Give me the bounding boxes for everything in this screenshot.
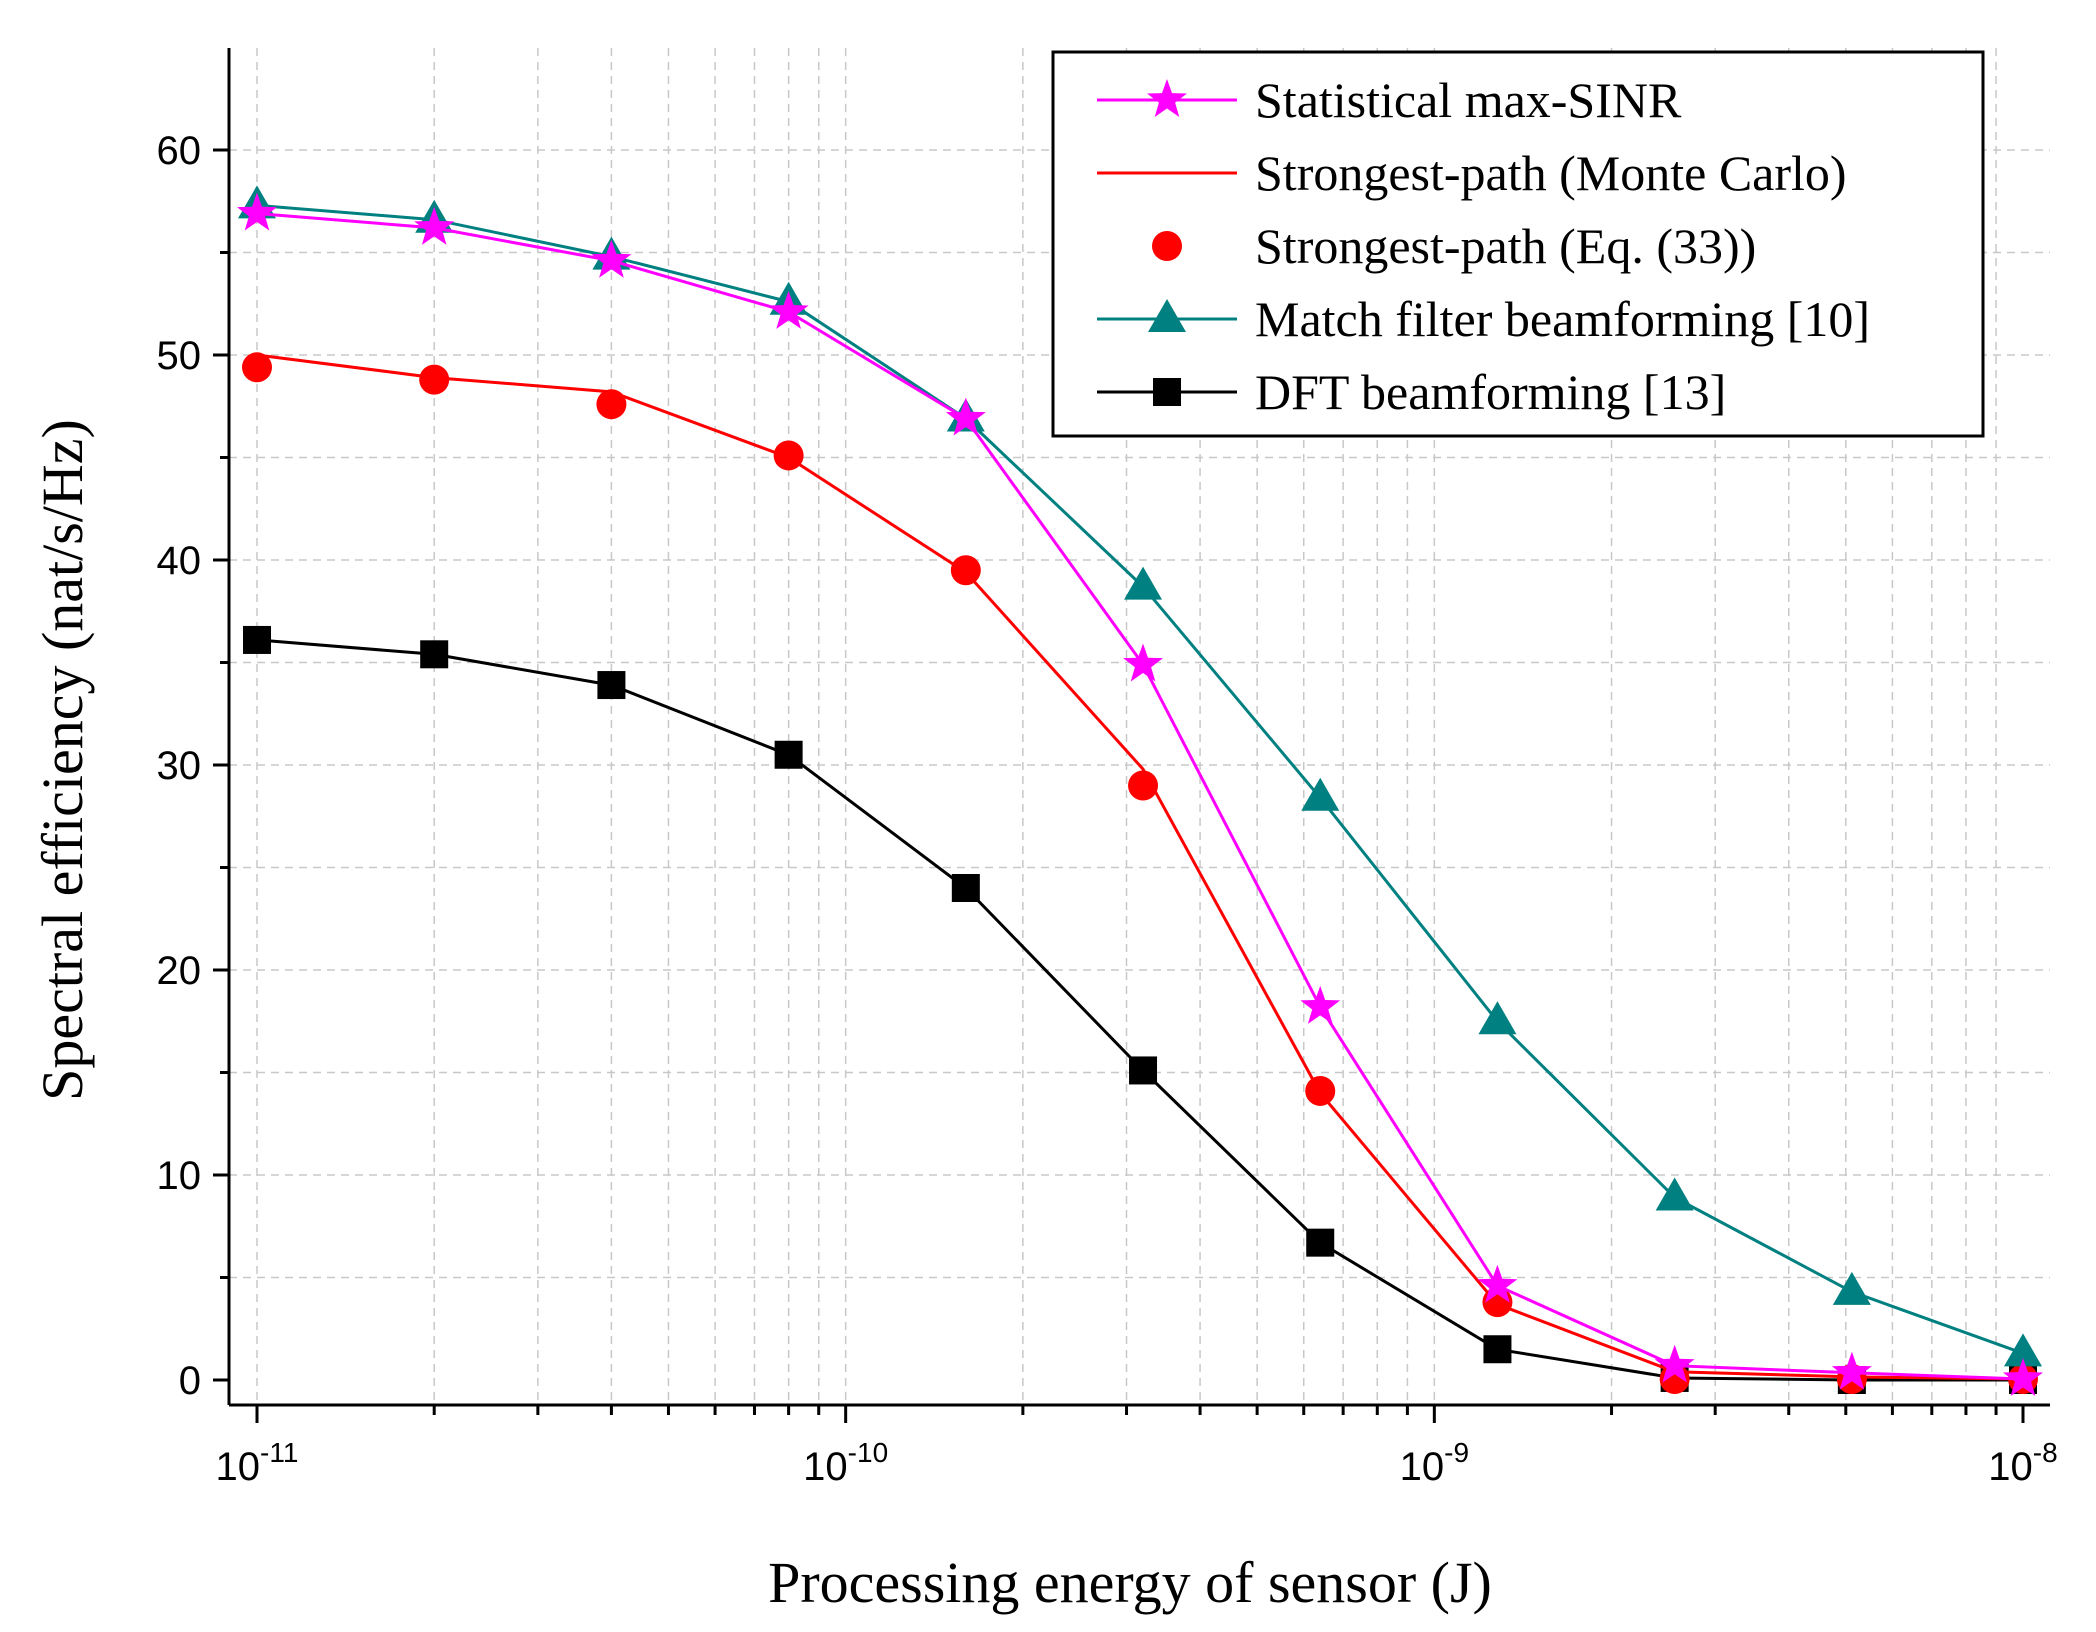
- y-tick-label: 10: [157, 1154, 202, 1198]
- legend-item-statistical-max-sinr: Statistical max-SINR: [1097, 72, 1682, 128]
- data-point: [2004, 1333, 2042, 1367]
- data-point: [950, 555, 981, 586]
- series-line: [256, 353, 2024, 1381]
- series-strongest-path-monte-carlo: [256, 353, 2024, 1381]
- series-layer: [237, 185, 2043, 1396]
- y-tick-label: 60: [157, 129, 202, 173]
- data-point: [1477, 1264, 1518, 1303]
- data-point: [1124, 566, 1163, 600]
- data-point: [773, 440, 804, 471]
- data-point: [2003, 1358, 2043, 1396]
- legend-marker: [1153, 378, 1181, 406]
- data-point: [419, 364, 450, 395]
- data-point: [1301, 777, 1340, 811]
- legend-item-strongest-path-eq-33: Strongest-path (Eq. (33)): [1152, 218, 1756, 274]
- y-tick-label: 20: [157, 949, 202, 993]
- data-point: [951, 874, 980, 902]
- data-point: [1300, 985, 1341, 1024]
- data-point: [243, 625, 271, 654]
- legend-marker: [1148, 299, 1186, 332]
- legend-label: Statistical max-SINR: [1255, 72, 1682, 128]
- x-tick-label: 10-10: [803, 1437, 888, 1489]
- x-tick-label: 10-9: [1400, 1437, 1469, 1489]
- data-point: [1831, 1351, 1872, 1390]
- data-point: [237, 192, 277, 231]
- x-axis-title: Processing energy of sensor (J): [768, 1550, 1492, 1615]
- data-point: [1306, 1228, 1335, 1257]
- data-point: [768, 290, 809, 329]
- data-point: [945, 397, 986, 436]
- data-point: [1654, 1344, 1695, 1383]
- data-point: [1832, 1271, 1871, 1305]
- x-tick-label: 10-11: [216, 1437, 299, 1489]
- legend-label: DFT beamforming [13]: [1255, 364, 1726, 420]
- y-tick-label: 30: [157, 744, 202, 788]
- legend-label: Strongest-path (Monte Carlo): [1255, 145, 1847, 201]
- legend-marker: [1147, 79, 1187, 117]
- series-strongest-path-eq-33: [242, 352, 2038, 1394]
- legend-box: [1051, 50, 1985, 438]
- data-point: [597, 671, 626, 700]
- data-point: [414, 206, 455, 245]
- data-point: [591, 239, 632, 278]
- legend-marker: [1152, 231, 1182, 261]
- data-point: [1305, 1075, 1336, 1106]
- series-dft-beamforming-13: [243, 625, 2037, 1394]
- axes-layer: 0 10 20 30 40 50 60 10-11 10-10 10-9 10-8: [157, 48, 2058, 1489]
- legend-item-match-filter-beamforming-10: Match filter beamforming [10]: [1097, 291, 1870, 347]
- data-point: [1478, 1001, 1517, 1035]
- x-tick-label: 10-8: [1988, 1437, 2057, 1489]
- data-point: [420, 640, 449, 669]
- data-point: [1483, 1335, 1512, 1364]
- legend-label: Match filter beamforming [10]: [1255, 291, 1870, 347]
- data-point: [242, 352, 272, 383]
- y-tick-label: 50: [157, 334, 202, 378]
- series-statistical-max-sinr: [237, 192, 2043, 1396]
- y-tick-label: 40: [157, 539, 202, 583]
- data-point: [1129, 1056, 1158, 1085]
- y-tick-label: 0: [179, 1359, 201, 1403]
- legend-label: Strongest-path (Eq. (33)): [1255, 218, 1756, 274]
- data-point: [1128, 770, 1159, 801]
- data-point: [596, 389, 627, 420]
- data-point: [774, 740, 803, 769]
- legend-item-strongest-path-monte-carlo: Strongest-path (Monte Carlo): [1097, 145, 1847, 201]
- legend-item-dft-beamforming-13: DFT beamforming [13]: [1097, 364, 1726, 420]
- data-point: [1123, 643, 1163, 682]
- y-axis-title: Spectral efficiency (nat/s/Hz): [30, 419, 95, 1101]
- data-point: [1655, 1177, 1694, 1211]
- legend: Statistical max-SINR Strongest-path (Mont…: [1051, 50, 1985, 438]
- series-line: [256, 638, 2023, 1382]
